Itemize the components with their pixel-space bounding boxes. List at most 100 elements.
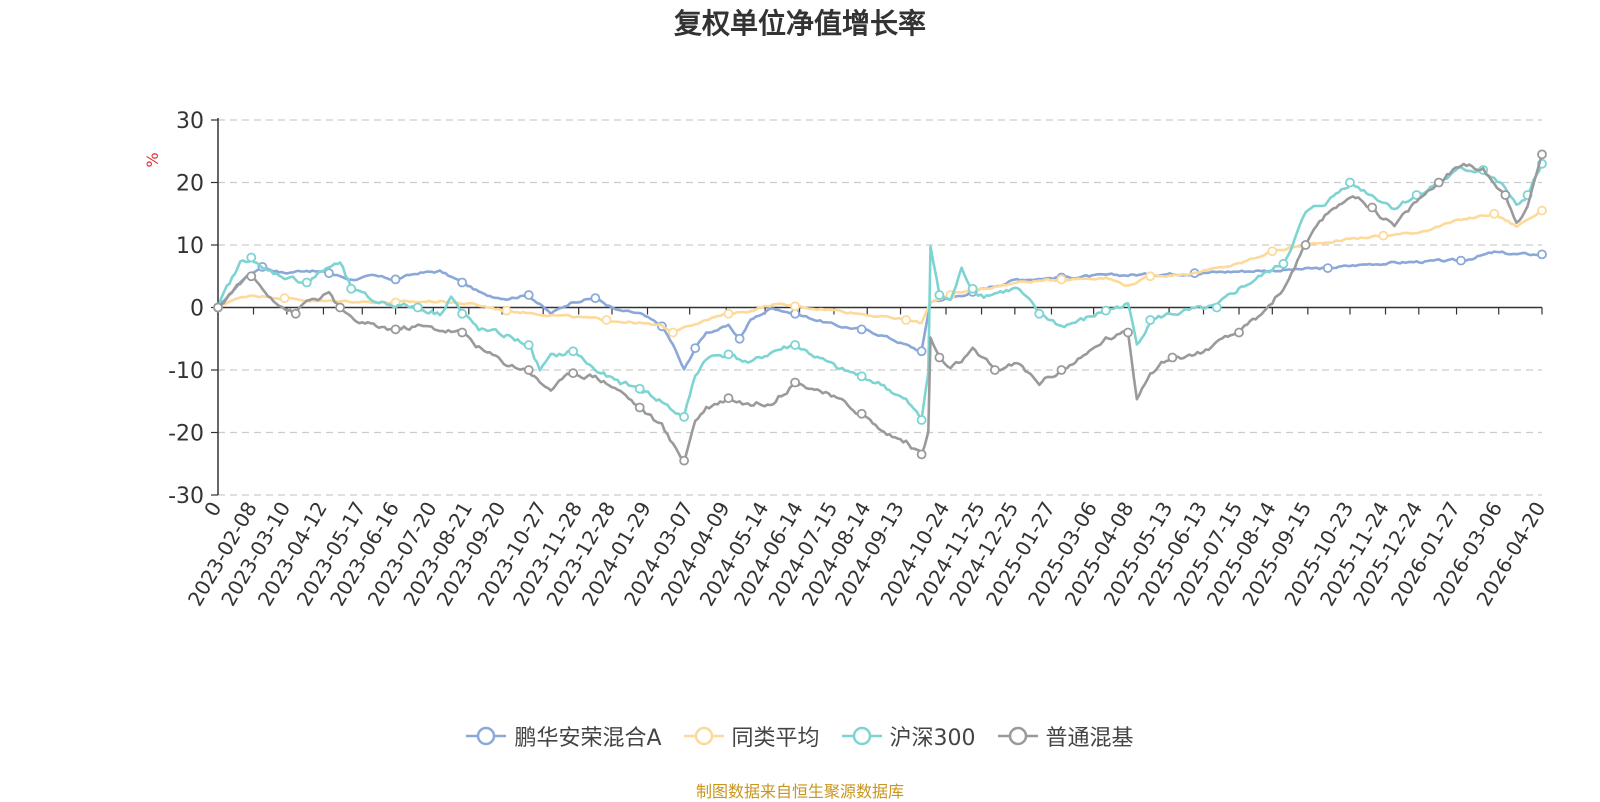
y-tick-label: 20 <box>176 172 204 197</box>
data-point <box>1211 302 1222 313</box>
data-point <box>1500 190 1511 200</box>
data-point <box>967 283 978 294</box>
legend-line-circle-icon <box>997 726 1038 746</box>
data-point <box>634 383 645 394</box>
x-tick-label: 0 <box>199 498 226 521</box>
data-point <box>1411 190 1422 200</box>
data-point <box>246 271 257 282</box>
data-point <box>1367 202 1378 213</box>
grid-lines <box>218 119 1542 496</box>
data-point <box>723 349 734 360</box>
legend-line-circle-icon <box>683 726 724 746</box>
data-point <box>1322 263 1333 274</box>
data-point <box>390 274 401 285</box>
data-point <box>734 333 745 344</box>
legend-line-circle-icon <box>466 726 507 746</box>
data-point <box>679 455 690 466</box>
y-tick-label: 10 <box>176 234 204 259</box>
data-point <box>679 411 690 422</box>
series-line-1 <box>216 250 1543 371</box>
data-point <box>790 377 800 388</box>
data-point <box>790 301 800 312</box>
legend-label: 普通混基 <box>1045 726 1134 751</box>
data-point <box>1433 177 1444 188</box>
data-point <box>723 308 734 319</box>
data-point <box>856 371 867 382</box>
data-point <box>346 283 357 294</box>
legend-line-circle-icon <box>841 726 882 746</box>
y-tick-label: -20 <box>168 422 204 447</box>
data-point <box>523 290 534 300</box>
data-point <box>856 408 867 419</box>
data-point <box>916 346 927 357</box>
data-point <box>1145 315 1156 325</box>
legend: 鹏华安荣混合A 同类平均 沪深300 普通混基 <box>0 720 1600 752</box>
data-point <box>1278 258 1289 269</box>
data-point <box>1123 327 1133 338</box>
data-point <box>856 324 867 335</box>
data-point <box>790 340 800 350</box>
y-tick-label: 30 <box>176 109 204 134</box>
data-point <box>1489 208 1500 219</box>
data-point <box>590 293 601 304</box>
data-point <box>390 324 401 335</box>
legend-item[interactable]: 同类平均 <box>683 720 820 752</box>
data-point <box>901 315 911 325</box>
data-point <box>1537 149 1547 160</box>
data-point <box>213 302 223 313</box>
data-point <box>634 402 645 413</box>
legend-label: 同类平均 <box>731 726 820 751</box>
data-point <box>1034 308 1045 319</box>
series-lines <box>213 149 1547 466</box>
data-point <box>1056 365 1067 375</box>
data-point <box>568 346 579 357</box>
data-point <box>1145 271 1156 282</box>
data-point <box>523 365 534 375</box>
data-point <box>457 308 468 319</box>
data-point <box>1345 177 1355 188</box>
legend-item[interactable]: 鹏华安荣混合A <box>466 720 662 752</box>
data-point <box>1056 274 1067 285</box>
data-point <box>324 268 334 279</box>
data-point <box>934 352 945 363</box>
data-point <box>335 302 345 313</box>
y-axis-unit-label: % <box>143 152 162 167</box>
data-point <box>568 368 579 379</box>
data-point <box>916 415 927 425</box>
legend-label: 鹏华安荣混合A <box>514 726 662 751</box>
data-point <box>1234 327 1244 338</box>
data-source-note: 制图数据来自恒生聚源数据库 <box>695 782 904 801</box>
series-line-2 <box>217 209 1543 335</box>
data-point <box>1537 249 1547 260</box>
data-point <box>1456 255 1466 266</box>
data-point <box>916 449 927 460</box>
data-point <box>1100 305 1111 316</box>
data-point <box>1300 240 1311 250</box>
data-point <box>690 343 701 354</box>
data-point <box>1267 246 1278 257</box>
legend-label: 沪深300 <box>889 726 976 751</box>
y-tick-label: -30 <box>168 484 204 509</box>
data-point <box>668 327 678 338</box>
data-point <box>934 290 945 300</box>
y-tick-label: 0 <box>190 297 204 322</box>
data-point <box>601 315 612 325</box>
chart-title: 复权单位净值增长率 <box>673 7 926 40</box>
data-point <box>246 252 257 263</box>
data-point <box>523 340 534 350</box>
data-point <box>1167 352 1178 363</box>
data-point <box>457 327 468 338</box>
y-tick-label: -10 <box>168 359 204 384</box>
series-line-3 <box>216 163 1544 421</box>
data-point <box>290 308 301 319</box>
axes: 3020100-10-20-3002023-02-082023-03-10202… <box>168 109 1550 610</box>
legend-item[interactable]: 普通混基 <box>997 720 1134 752</box>
data-point <box>279 293 290 304</box>
series-line-4 <box>217 154 1544 464</box>
data-point <box>1378 230 1389 241</box>
data-point <box>723 393 734 404</box>
legend-item[interactable]: 沪深300 <box>841 720 976 752</box>
data-point <box>301 277 312 288</box>
data-point <box>412 302 423 313</box>
